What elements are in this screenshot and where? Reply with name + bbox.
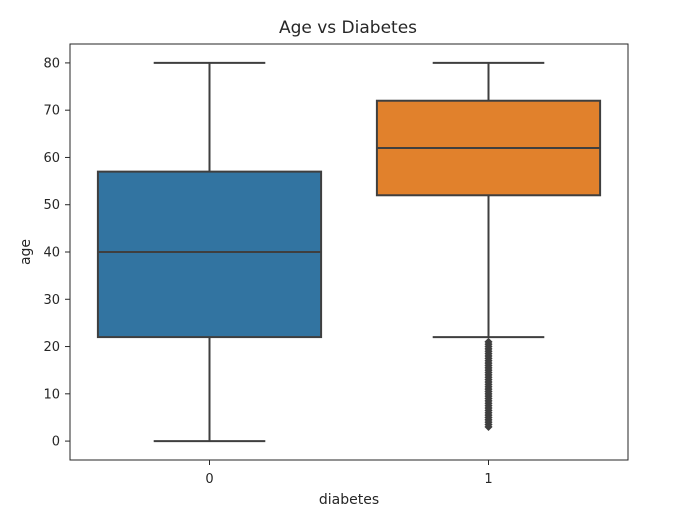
y-tick-label-60: 60 [43,151,60,166]
chart-title: Age vs Diabetes [279,18,417,38]
y-tick-label-40: 40 [43,246,60,261]
box-0 [96,170,323,339]
y-tick-label-30: 30 [43,293,60,308]
outlier-point-1-36 [484,422,493,431]
plot-area: 0 10 20 30 40 50 60 70 80 0 1 [43,43,629,487]
y-axis-label: age [18,239,34,265]
y-tick-label-0: 0 [52,435,60,450]
y-tick-label-10: 10 [43,387,60,402]
y-tick-label-20: 20 [43,340,60,355]
y-tick-label-50: 50 [43,198,60,213]
y-tick-label-80: 80 [43,56,60,71]
x-tick-label-0: 0 [205,472,213,487]
x-axis-label: diabetes [319,492,379,508]
x-tick-label-1: 1 [484,472,492,487]
y-tick-label-70: 70 [43,104,60,119]
